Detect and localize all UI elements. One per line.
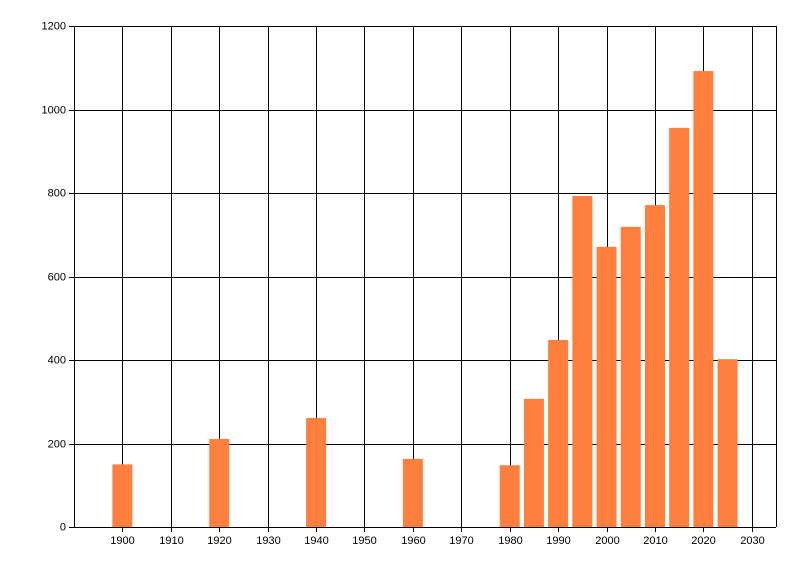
bar: [693, 71, 714, 527]
x-tick-label: 2020: [691, 535, 715, 547]
x-tick-label: 1920: [207, 535, 231, 547]
x-tick-label: 1910: [159, 535, 183, 547]
bar: [596, 246, 617, 528]
x-tick-label: 1960: [401, 535, 425, 547]
x-tick-label: 1980: [498, 535, 522, 547]
x-tick-label: 2010: [643, 535, 667, 547]
bar: [548, 339, 569, 527]
x-tick-label: 1930: [256, 535, 280, 547]
y-tick-label: 200: [48, 438, 66, 450]
bar: [669, 127, 690, 528]
x-tick-label: 1970: [449, 535, 473, 547]
x-tick-label: 2000: [595, 535, 619, 547]
y-tick-label: 0: [60, 521, 66, 533]
bar: [402, 458, 423, 527]
x-tick-label: 1990: [546, 535, 570, 547]
x-tick-label: 1900: [110, 535, 134, 547]
bar: [717, 359, 738, 527]
y-tick-label: 600: [48, 271, 66, 283]
y-tick-label: 1200: [42, 20, 66, 32]
bar: [620, 226, 641, 527]
bar: [572, 195, 593, 528]
bar: [306, 418, 327, 527]
x-tick-label: 1940: [304, 535, 328, 547]
y-tick-label: 800: [48, 187, 66, 199]
bar: [644, 205, 665, 528]
bar: [499, 465, 520, 527]
x-tick-label: 1950: [352, 535, 376, 547]
bar: [112, 464, 133, 527]
x-tick-label: 2030: [740, 535, 764, 547]
y-tick-label: 1000: [42, 104, 66, 116]
bar: [209, 438, 230, 527]
y-tick-label: 400: [48, 354, 66, 366]
bar: [523, 398, 544, 527]
